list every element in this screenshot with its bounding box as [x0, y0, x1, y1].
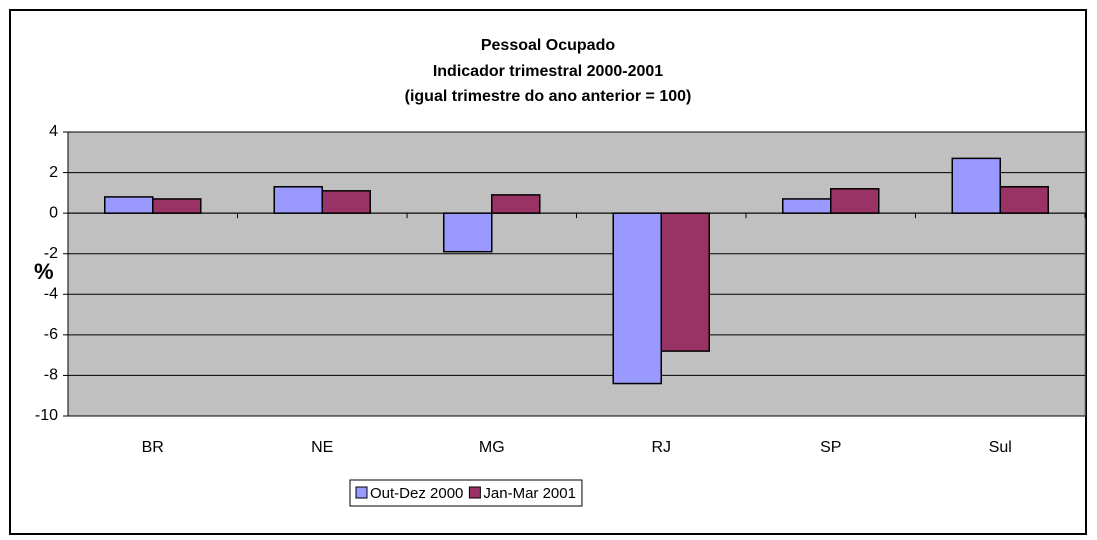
bar	[491, 194, 541, 214]
chart-title: Pessoal Ocupado	[481, 37, 615, 54]
y-tick-label: 0	[49, 204, 58, 221]
x-tick-label: Sul	[989, 439, 1012, 456]
chart-subtitle: Indicador trimestral 2000-2001	[433, 63, 663, 80]
legend-swatch	[468, 486, 481, 499]
bar	[321, 190, 371, 214]
legend-label: Jan-Mar 2001	[483, 485, 576, 502]
x-tick-label: SP	[820, 439, 841, 456]
bar	[443, 212, 493, 253]
bar	[612, 212, 662, 385]
y-tick-label: -10	[35, 407, 58, 424]
bar	[152, 198, 202, 214]
bar	[660, 212, 710, 352]
y-tick-label: -8	[44, 367, 58, 384]
x-tick-label: BR	[142, 439, 164, 456]
bar	[273, 186, 323, 214]
chart-subtitle: (igual trimestre do ano anterior = 100)	[405, 88, 692, 105]
y-tick-label: -2	[44, 245, 58, 262]
y-tick-label: 4	[49, 123, 58, 140]
plot-area	[67, 131, 1086, 417]
bar	[782, 198, 832, 214]
x-tick-label: RJ	[651, 439, 671, 456]
legend-label: Out-Dez 2000	[370, 485, 463, 502]
bar	[999, 186, 1049, 214]
legend-swatch	[355, 486, 368, 499]
x-tick-label: NE	[311, 439, 333, 456]
x-tick-label: MG	[479, 439, 505, 456]
y-axis-label: %	[34, 259, 54, 284]
y-tick-label: -4	[44, 286, 58, 303]
legend-box	[349, 479, 583, 507]
bar	[104, 196, 154, 214]
y-tick-label: -6	[44, 326, 58, 343]
y-tick-label: 2	[49, 164, 58, 181]
bar	[830, 188, 880, 214]
bar	[951, 157, 1001, 214]
